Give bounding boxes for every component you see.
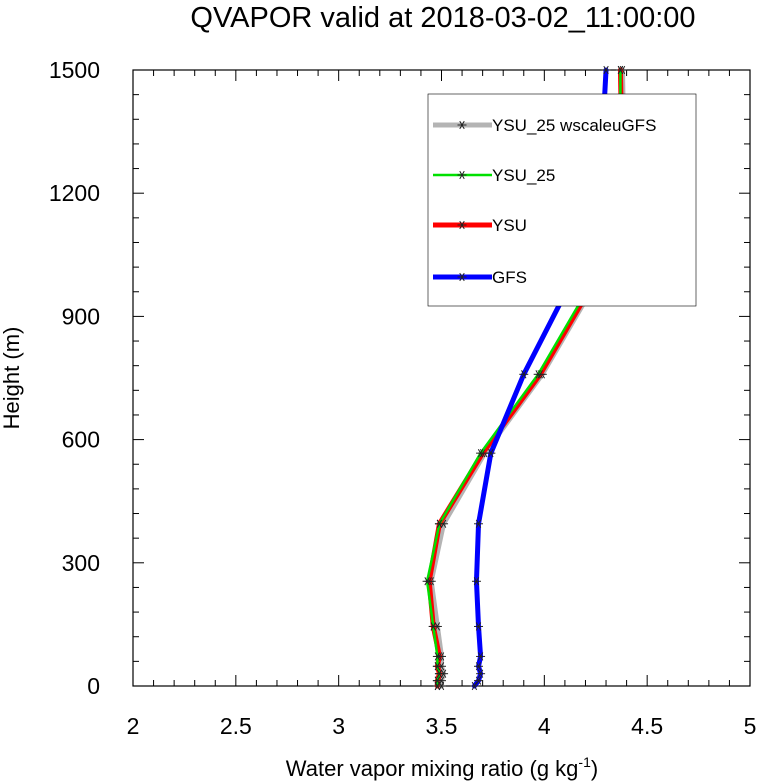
- y-tick-label: 300: [62, 550, 100, 576]
- legend-marker: [457, 170, 467, 180]
- chart-title: QVAPOR valid at 2018-03-02_11:00:00: [190, 2, 695, 34]
- data-point-gfs: [474, 662, 484, 671]
- data-point-gfs: [486, 449, 496, 458]
- legend-label: YSU_25 wscaleuGFS: [492, 116, 656, 135]
- data-point-gfs: [519, 370, 529, 379]
- data-point-ysu-25: [434, 669, 444, 678]
- x-tick-label: 2: [127, 713, 140, 739]
- y-tick-label: 1200: [49, 180, 100, 206]
- y-tick-label: 0: [87, 673, 100, 699]
- legend-label: YSU_25: [492, 166, 555, 185]
- x-axis-label: Water vapor mixing ratio (g kg-1): [286, 754, 598, 781]
- data-point-gfs: [471, 577, 481, 586]
- x-tick-label: 2.5: [220, 713, 252, 739]
- legend: YSU_25 wscaleuGFS YSU_25 YSU GFS: [427, 93, 697, 307]
- data-point-ysu-25: [476, 449, 486, 458]
- legend-marker: [457, 272, 467, 282]
- data-point-ysu-25: [432, 662, 442, 671]
- data-point-gfs: [474, 676, 484, 685]
- data-point-gfs: [469, 681, 479, 691]
- legend-marker: [457, 220, 467, 230]
- y-tick-label: 1500: [49, 57, 100, 83]
- data-point-ysu-25: [432, 652, 442, 661]
- x-axis-label-main: Water vapor mixing ratio (g kg: [286, 756, 579, 781]
- y-axis-label: Height (m): [0, 327, 24, 430]
- y-tick-label: 600: [62, 427, 100, 453]
- legend-label: YSU: [492, 216, 527, 235]
- y-axis: 0 300 600 900 1200 1500: [49, 57, 750, 699]
- x-tick-label: 5: [744, 713, 757, 739]
- x-tick-label: 4: [538, 713, 551, 739]
- data-point-gfs: [601, 65, 611, 75]
- legend-entry-ysu: YSU: [433, 216, 527, 235]
- x-axis-label-close: ): [591, 756, 598, 781]
- data-point-ysu-25: [422, 577, 432, 586]
- x-axis-label-superscript: -1: [578, 754, 591, 770]
- data-point-ysu-25: [428, 622, 438, 631]
- data-point-gfs: [474, 622, 484, 631]
- legend-entry-ysu-25: YSU_25: [433, 166, 555, 185]
- legend-label: GFS: [492, 268, 527, 287]
- x-tick-label: 4.5: [631, 713, 663, 739]
- data-point-ysu-25: [533, 370, 543, 379]
- legend-entry-ysu-25-wscaleugfs: YSU_25 wscaleuGFS: [433, 116, 656, 135]
- legend-entry-gfs: GFS: [433, 268, 527, 287]
- x-tick-label: 3.5: [426, 713, 458, 739]
- data-point-gfs: [476, 669, 486, 678]
- legend-box: [427, 93, 697, 307]
- y-tick-label: 900: [62, 303, 100, 329]
- data-point-ysu-25: [432, 676, 442, 685]
- x-tick-label: 3: [332, 713, 345, 739]
- x-axis: 2 2.5 3 3.5 4 4.5 5: [127, 70, 757, 739]
- data-point-gfs: [474, 519, 484, 528]
- data-point-ysu-25: [434, 519, 444, 528]
- legend-marker: [457, 120, 467, 130]
- data-point-gfs: [476, 652, 486, 661]
- data-point-ysu-25: [615, 65, 625, 75]
